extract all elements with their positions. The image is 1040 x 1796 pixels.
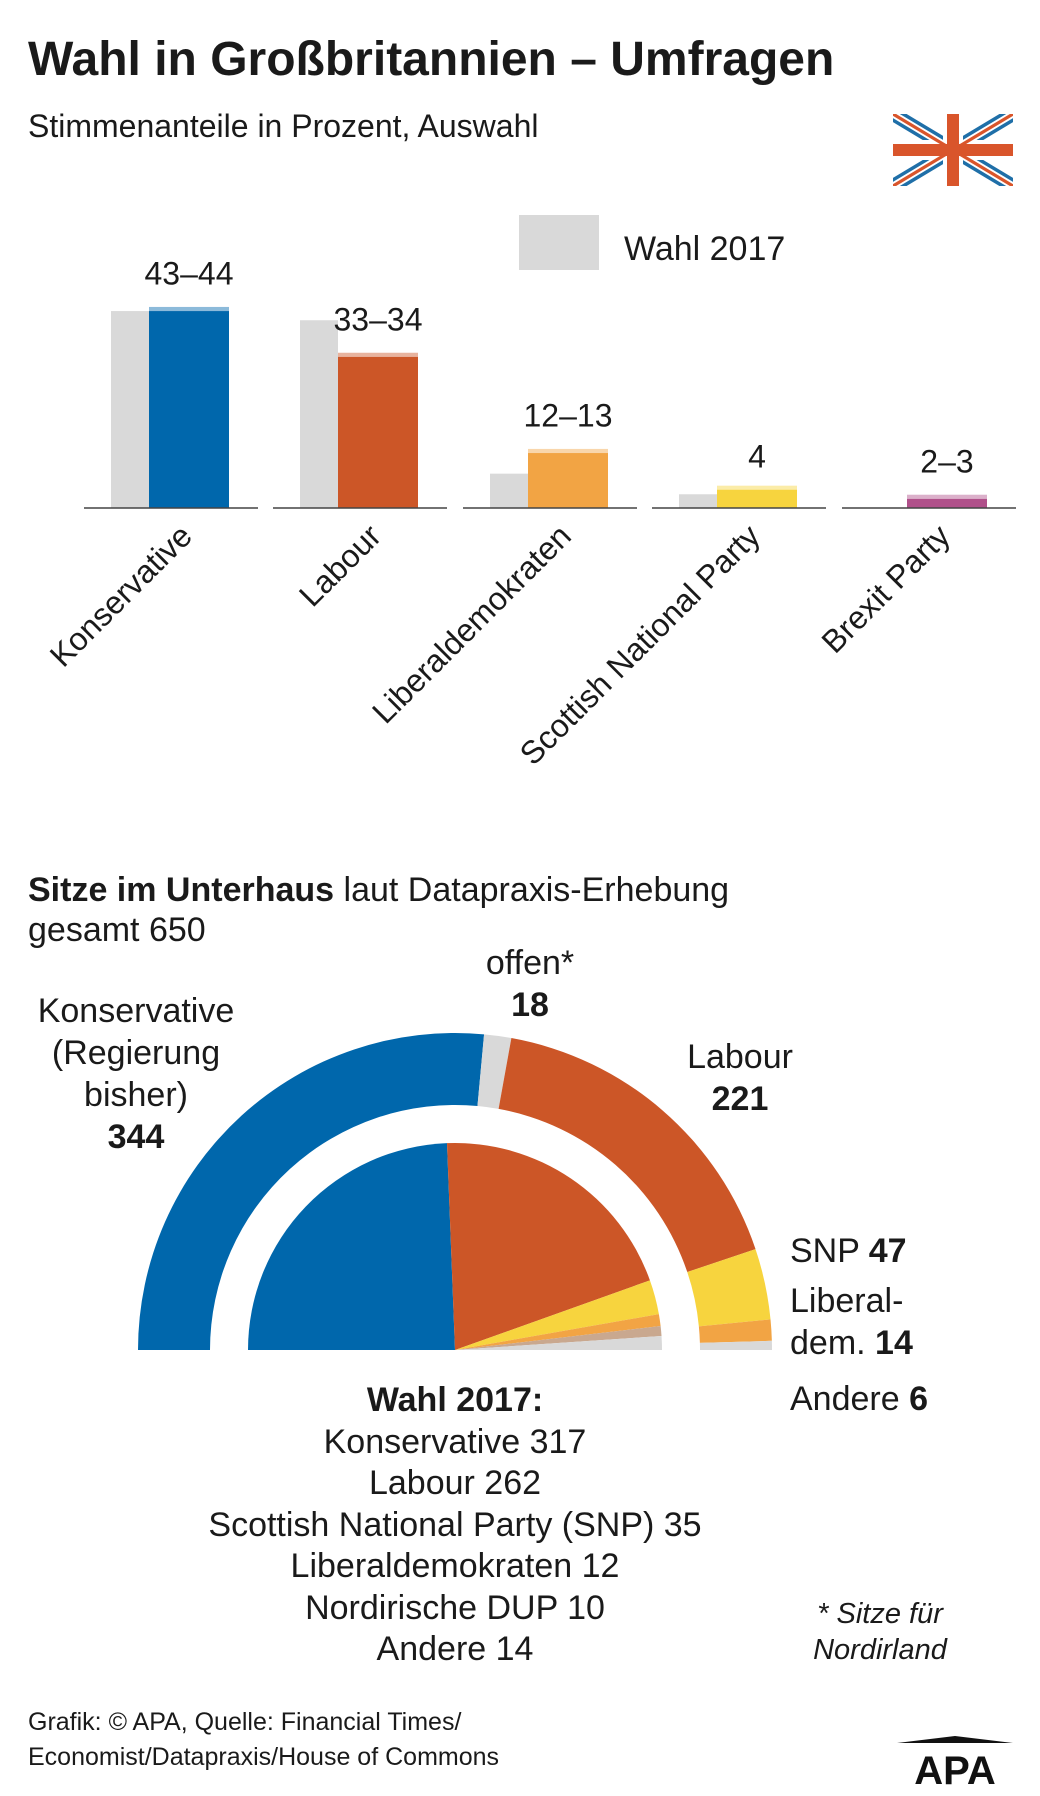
seats-total: gesamt 650 <box>28 911 206 949</box>
footnote-line: * Sitze für <box>817 1598 943 1630</box>
chart-title: Wahl in Großbritannien – Umfragen <box>28 33 835 86</box>
data-label-scottish-national-party: 4 <box>748 439 766 475</box>
label-snp: SNP 47 <box>790 1230 907 1272</box>
category-label-labour: Labour <box>292 517 388 613</box>
seat-2017-segment-konservative <box>248 1143 455 1350</box>
data-label-konservative: 43–44 <box>145 255 234 291</box>
result-2017-line: Andere 14 <box>376 1630 534 1668</box>
result-2017-list: Wahl 2017: Konservative 317 Labour 262 S… <box>150 1380 760 1671</box>
legend-label-2017: Wahl 2017 <box>624 230 785 268</box>
lib-line2: dem. <box>790 1324 866 1362</box>
footnote: * Sitze für Nordirland <box>780 1596 980 1668</box>
seat-segment-konservative <box>138 1033 485 1350</box>
label-offen: offen* 18 <box>450 942 610 1026</box>
offen-value: 18 <box>511 986 549 1024</box>
data-label-liberaldemokraten: 12–13 <box>524 397 613 433</box>
source-line: Grafik: © APA, Quelle: Financial Times/ <box>28 1708 462 1736</box>
kons-line2: (Regierung <box>51 1034 221 1072</box>
source-credit: Grafik: © APA, Quelle: Financial Times/ … <box>28 1705 499 1775</box>
poll-bar-chart: 43–44 Konservative 33–34 Labour 12–13 Liberal… <box>43 215 1016 772</box>
bar-range-brexit-party <box>907 494 987 499</box>
source-line: Economist/Datapraxis/House of Commons <box>28 1743 500 1771</box>
legend-swatch-2017 <box>519 215 599 270</box>
chart-subtitle: Stimmenanteile in Prozent, Auswahl <box>28 108 539 144</box>
seats-heading: Sitze im Unterhaus laut Datapraxis-Erheb… <box>28 870 729 950</box>
union-jack-icon <box>893 114 1013 186</box>
bar-2017-scottish-national-party <box>679 494 717 508</box>
category-label-konservative: Konservative <box>43 517 199 673</box>
seat-2017-segment-labour <box>446 1143 650 1350</box>
bar-2017-liberaldemokraten <box>490 473 528 508</box>
andere-value: 6 <box>909 1380 929 1418</box>
snp-label: SNP <box>790 1232 860 1270</box>
seat-2017-segment-nordirische-dup <box>455 1326 662 1350</box>
footnote-line: Nordirland <box>813 1634 947 1666</box>
result-2017-line: Labour 262 <box>368 1464 542 1502</box>
seat-segment-labour <box>498 1038 756 1273</box>
seats-title-bold: Sitze im Unterhaus <box>28 871 335 909</box>
lib-value: 14 <box>875 1324 913 1362</box>
seats-title-rest: laut Datapraxis-Erhebung <box>334 871 730 909</box>
bar-range-liberaldemokraten <box>528 448 608 454</box>
seat-segment-snp <box>687 1249 771 1327</box>
offen-label: offen* <box>485 944 575 982</box>
bar-range-konservative <box>149 306 229 312</box>
kons-line1: Konservative <box>37 992 235 1030</box>
seat-2017-segment-scottish-national-party-snp- <box>455 1280 659 1350</box>
bar-poll-scottish-national-party <box>717 489 797 508</box>
result-2017-heading: Wahl 2017: <box>366 1381 544 1419</box>
bar-poll-liberaldemokraten <box>528 453 608 508</box>
bar-poll-konservative <box>149 311 229 508</box>
apa-logo: APA <box>897 1736 1013 1788</box>
seat-2017-segment-liberaldemokraten <box>455 1314 661 1350</box>
seat-segment-offen- <box>477 1034 512 1109</box>
result-2017-line: Liberaldemokraten 12 <box>290 1547 620 1585</box>
kons-line3: bisher) <box>84 1076 188 1114</box>
data-label-labour: 33–34 <box>334 301 423 337</box>
bar-poll-brexit-party <box>907 498 987 508</box>
seat-segment-andere <box>699 1340 773 1350</box>
data-label-brexit-party: 2–3 <box>920 443 973 479</box>
result-2017-line: Scottish National Party (SNP) 35 <box>208 1505 702 1544</box>
seats-semicircle-chart <box>138 1033 773 1350</box>
seat-segment-liberaldemokraten <box>698 1319 772 1343</box>
lib-line1: Liberal- <box>790 1282 904 1320</box>
label-andere: Andere 6 <box>790 1378 928 1420</box>
bar-poll-labour <box>338 356 418 508</box>
category-label-liberaldemokraten: Liberaldemokraten <box>365 517 578 730</box>
labour-label: Labour <box>687 1038 793 1076</box>
snp-value: 47 <box>868 1232 907 1270</box>
result-2017-line: Konservative 317 <box>323 1422 587 1461</box>
kons-value: 344 <box>107 1118 165 1156</box>
result-2017-line: Nordirische DUP 10 <box>305 1588 605 1627</box>
labour-value: 221 <box>711 1080 769 1118</box>
category-label-brexit-party: Brexit Party <box>815 517 957 659</box>
seat-2017-segment-andere <box>455 1336 662 1350</box>
apa-logo-text: APA <box>914 1749 995 1788</box>
bar-2017-labour <box>300 320 338 508</box>
bar-range-scottish-national-party <box>717 485 797 490</box>
label-liberaldem: Liberal- dem. 14 <box>790 1280 913 1364</box>
andere-label: Andere <box>790 1380 900 1418</box>
bar-range-labour <box>338 352 418 357</box>
label-labour: Labour 221 <box>660 1036 820 1120</box>
label-konservative: Konservative (Regierung bisher) 344 <box>36 990 236 1158</box>
bar-2017-konservative <box>111 311 149 508</box>
